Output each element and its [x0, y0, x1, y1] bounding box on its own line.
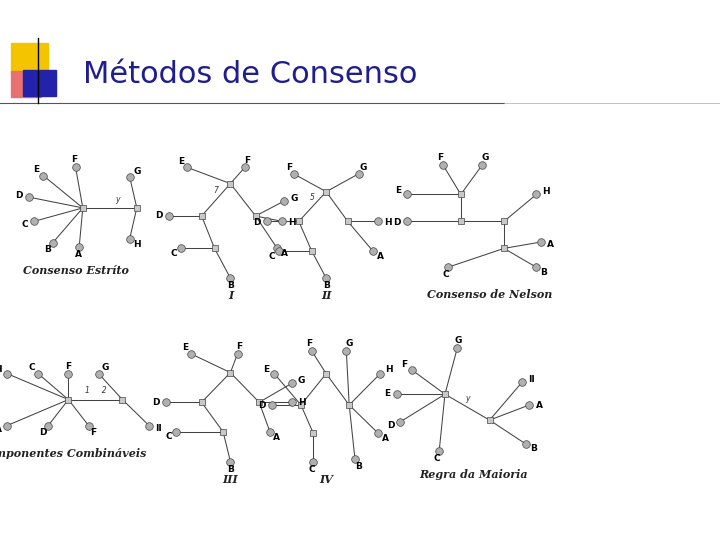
Text: F: F — [235, 342, 242, 350]
Text: C: C — [21, 219, 27, 228]
Text: A: A — [0, 425, 2, 434]
Text: D: D — [387, 422, 395, 430]
Text: 1     2: 1 2 — [84, 386, 107, 395]
Text: II: II — [528, 375, 535, 384]
Text: D: D — [393, 218, 400, 227]
Text: y: y — [465, 394, 469, 403]
Text: A: A — [274, 433, 280, 442]
Text: B: B — [355, 462, 362, 470]
Text: D: D — [253, 218, 261, 227]
Bar — [23, 70, 56, 96]
Text: G: G — [360, 163, 367, 172]
Text: H: H — [384, 365, 392, 374]
Text: IV: IV — [319, 474, 333, 485]
Text: H: H — [542, 187, 549, 196]
Text: F: F — [244, 156, 250, 165]
Text: G: G — [454, 336, 462, 345]
Text: H: H — [133, 240, 141, 249]
Text: D: D — [40, 428, 47, 436]
Text: C: C — [443, 270, 449, 279]
Text: G: G — [133, 167, 141, 176]
Text: A: A — [382, 434, 389, 442]
Text: A: A — [377, 252, 384, 261]
Text: F: F — [286, 163, 292, 172]
Text: C: C — [434, 454, 441, 463]
Text: A: A — [536, 401, 543, 410]
Text: F: F — [66, 362, 71, 370]
Text: G: G — [102, 363, 109, 373]
Text: F: F — [437, 153, 444, 162]
Text: G: G — [482, 153, 489, 162]
Text: H: H — [0, 366, 2, 374]
Text: D: D — [258, 402, 266, 410]
Text: C: C — [165, 432, 172, 441]
Text: II: II — [155, 424, 162, 433]
Text: A: A — [547, 240, 554, 249]
Text: E: E — [263, 365, 269, 374]
Text: G: G — [346, 339, 353, 348]
Text: B: B — [227, 281, 234, 290]
Text: F: F — [402, 360, 408, 369]
Bar — [11, 71, 41, 97]
Text: Métodos de Consenso: Métodos de Consenso — [83, 60, 417, 89]
Text: 5: 5 — [310, 193, 315, 202]
Text: Componentes Combináveis: Componentes Combináveis — [0, 448, 147, 459]
Text: B: B — [227, 465, 234, 474]
Text: Regra da Maioria: Regra da Maioria — [420, 469, 528, 480]
Text: Consenso Estríto: Consenso Estríto — [22, 265, 129, 275]
Text: C: C — [269, 252, 276, 261]
Text: F: F — [71, 156, 77, 164]
Text: II: II — [321, 291, 331, 301]
Text: C: C — [308, 464, 315, 474]
Text: E: E — [384, 389, 390, 398]
Text: E: E — [33, 165, 40, 174]
Text: E: E — [179, 157, 184, 166]
Text: C: C — [171, 249, 177, 258]
Text: H: H — [384, 218, 392, 227]
Text: y: y — [116, 194, 120, 204]
Text: B: B — [530, 444, 537, 453]
Text: C: C — [28, 363, 35, 373]
Text: G: G — [290, 194, 297, 202]
Text: 7: 7 — [214, 186, 218, 195]
Text: E: E — [395, 186, 401, 195]
Text: A: A — [75, 250, 82, 259]
Bar — [11, 43, 48, 73]
Text: B: B — [44, 245, 50, 254]
Text: D: D — [15, 191, 23, 200]
Text: G: G — [297, 376, 305, 386]
Text: E: E — [182, 343, 189, 352]
Text: D: D — [156, 212, 163, 220]
Text: Consenso de Nelson: Consenso de Nelson — [427, 289, 552, 300]
Text: H: H — [289, 218, 296, 227]
Text: B: B — [323, 281, 330, 290]
Text: I: I — [228, 291, 233, 301]
Text: A: A — [281, 249, 288, 258]
Text: H: H — [298, 398, 305, 407]
Text: F: F — [307, 339, 312, 348]
Text: F: F — [91, 428, 96, 436]
Text: III: III — [222, 474, 238, 485]
Text: B: B — [541, 268, 547, 277]
Text: D: D — [152, 398, 159, 407]
